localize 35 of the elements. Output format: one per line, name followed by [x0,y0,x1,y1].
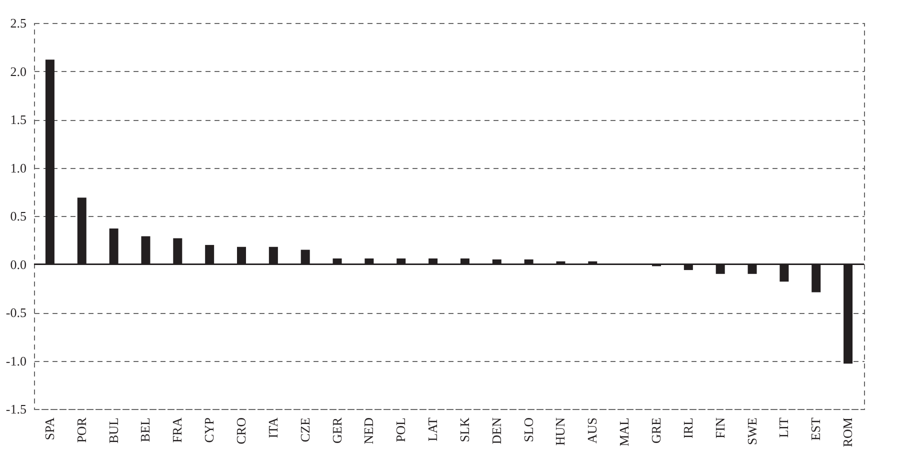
x-tick-label: BUL [106,417,121,444]
x-tick-label: IRL [680,417,696,438]
x-tick-label: CZE [297,417,312,442]
x-tick-label: DEN [488,416,504,444]
x-tick-label: GER [329,417,344,444]
x-tick-label: LAT [425,417,440,442]
x-tick-label: HUN [552,416,568,446]
x-tick-label: ITA [265,416,280,438]
x-tick-label: SLO [520,418,536,442]
x-tick-label: POL [393,417,408,442]
x-tick-label: SPA [42,416,57,440]
x-tick-label: GRE [648,417,664,444]
x-tick-label: NED [361,418,376,444]
x-tick-label: SWE [744,417,760,445]
x-tick-label: POR [74,417,89,443]
y-tick-label: 0.5 [10,208,26,224]
y-tick-label: -1.5 [6,402,26,416]
x-tick-label: ROM [840,417,856,448]
y-tick-label: 1.0 [10,160,26,176]
x-tick-label: SLK [456,416,472,442]
y-tick-label: 2.0 [10,64,26,79]
x-tick-label: FIN [712,416,728,438]
y-tick-label: 1.5 [10,112,26,127]
y-tick-label: -1.0 [6,353,26,368]
y-tick-label: 0.0 [10,256,26,272]
y-tick-label: 2.5 [10,16,26,30]
y-tick-label: -0.5 [6,305,26,320]
x-tick-label: AUS [584,418,600,444]
x-tick-label: MAL [616,417,632,446]
x-tick-label: LIT [776,417,792,438]
x-tick-label: CYP [202,418,217,443]
x-tick-label: CRO [234,418,248,444]
x-tick-label: EST [808,417,824,441]
x-tick-label: FRA [170,416,185,443]
x-tick-label: BEL [138,417,153,442]
